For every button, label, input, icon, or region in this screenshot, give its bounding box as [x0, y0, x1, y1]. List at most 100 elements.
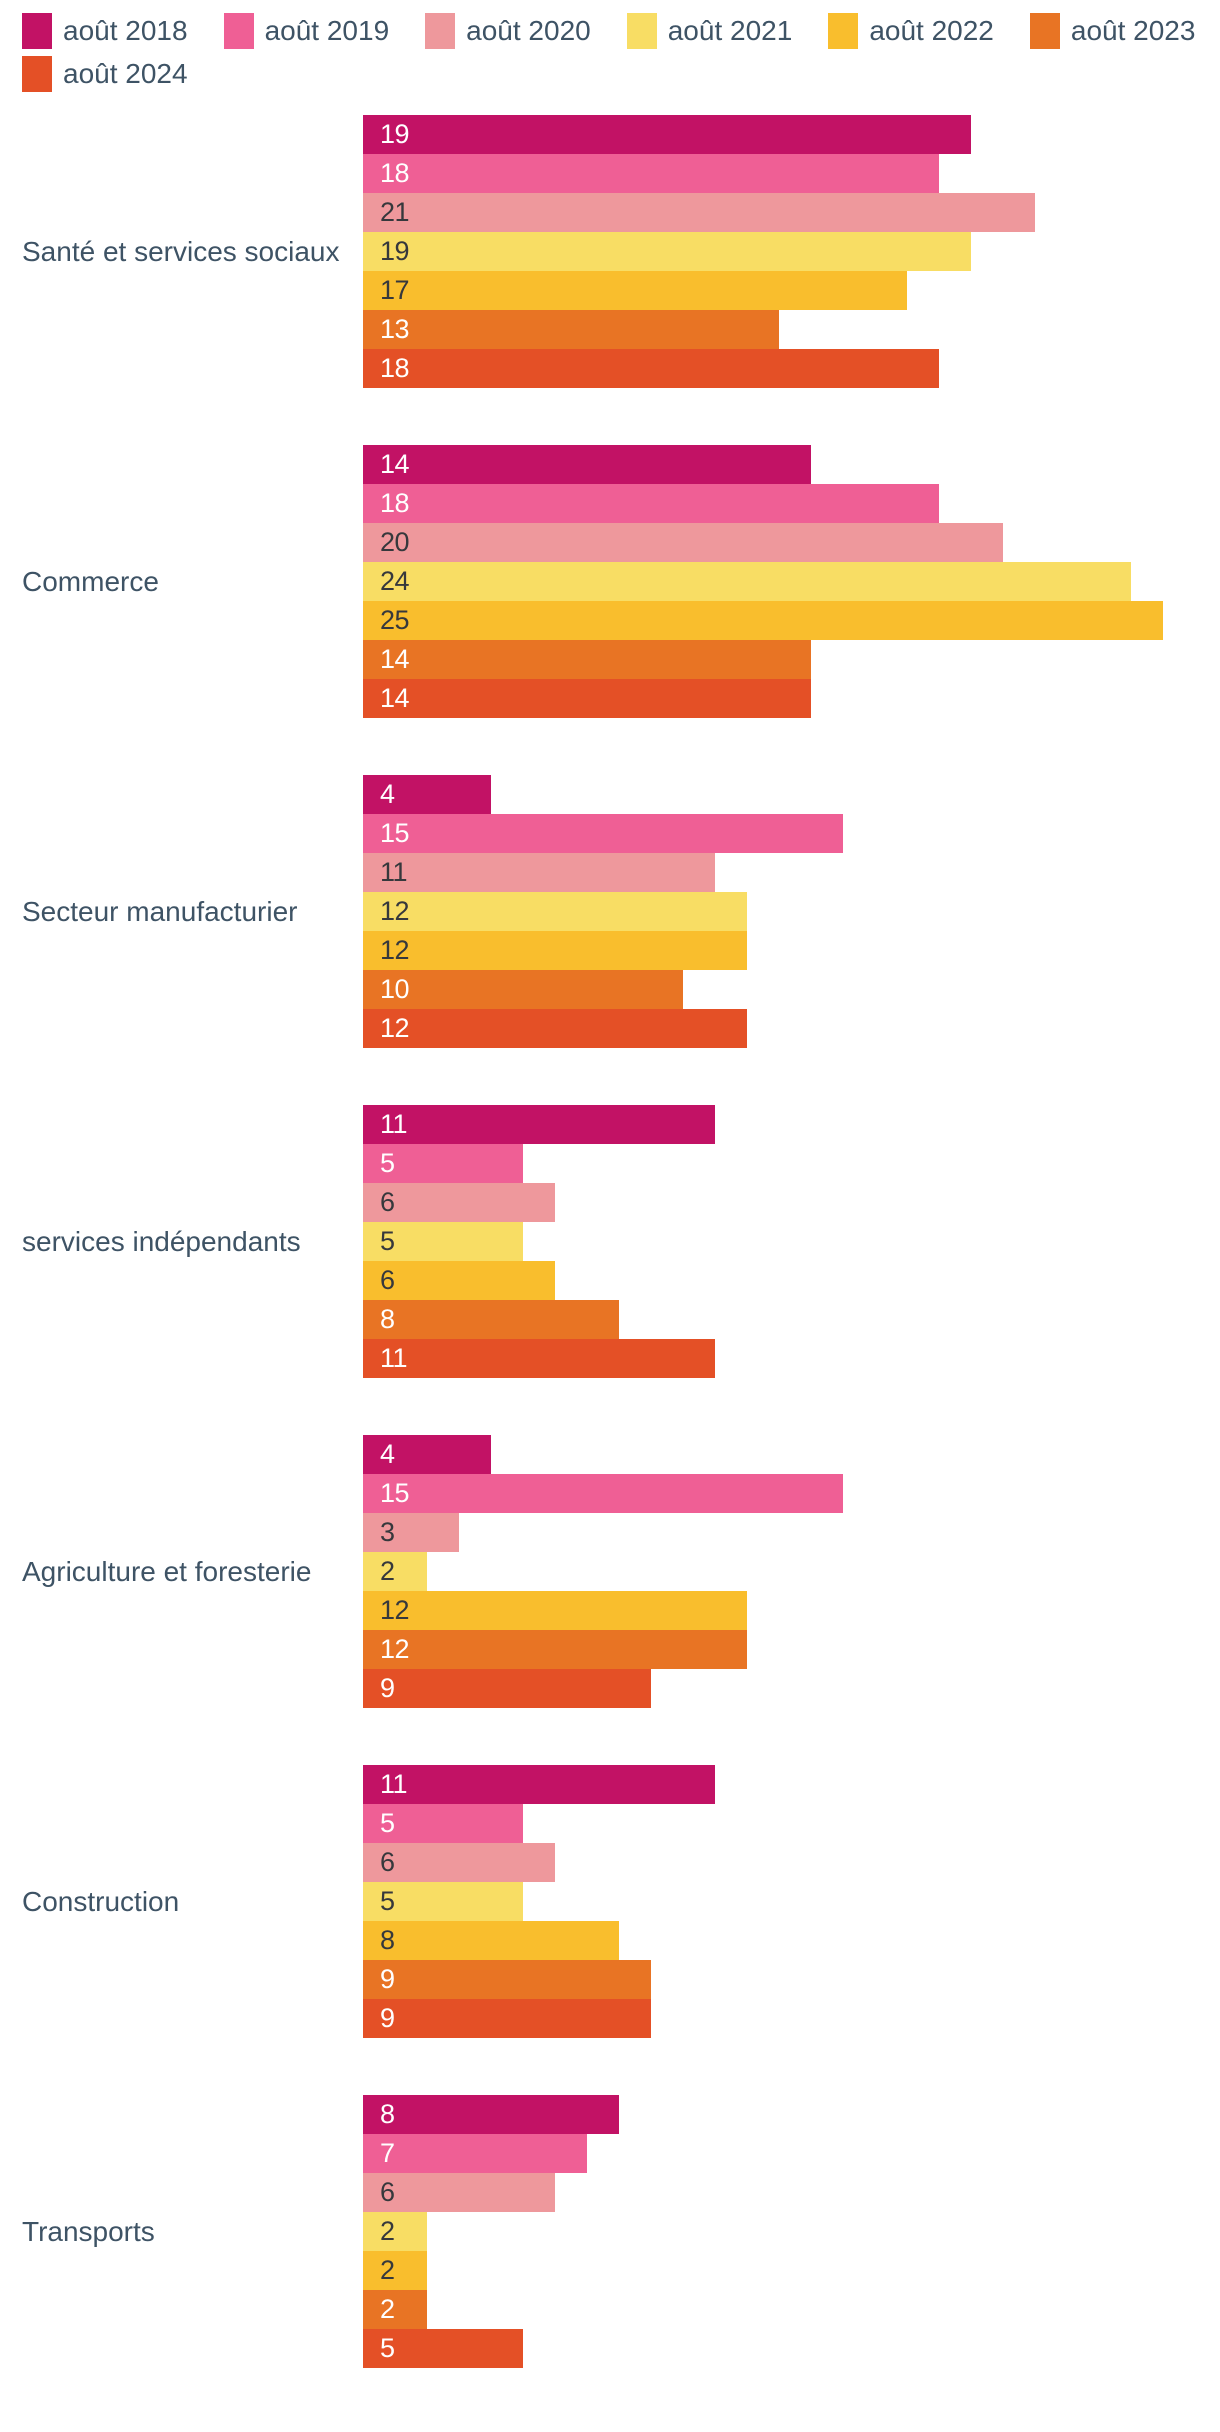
bar-value-label: 3 [380, 1517, 395, 1547]
bar: 10 [363, 970, 683, 1009]
bar: 6 [363, 1261, 555, 1300]
bar: 2 [363, 1552, 427, 1591]
bar-value-label: 12 [380, 1013, 410, 1043]
bar: 3 [363, 1513, 459, 1552]
bar: 14 [363, 640, 811, 679]
bar-value-label: 11 [380, 1343, 408, 1373]
legend-label: août 2023 [1070, 15, 1196, 46]
legend-swatch-icon [1029, 13, 1060, 49]
bar: 13 [363, 310, 779, 349]
bar-value-label: 6 [380, 2177, 395, 2207]
category-label: Agriculture et foresterie [22, 1555, 312, 1587]
bar-value-label: 11 [380, 1769, 408, 1799]
bar-value-label: 19 [380, 119, 410, 149]
legend-label: août 2020 [466, 15, 591, 46]
bar-value-label: 2 [380, 2294, 395, 2324]
category-group: Secteur manufacturier 4 15 11 12 12 10 12 [0, 775, 1220, 1048]
bar: 6 [363, 1183, 555, 1222]
bar-value-label: 20 [380, 527, 410, 557]
bar: 8 [363, 2095, 619, 2134]
bar-value-label: 5 [380, 1808, 395, 1838]
bar-value-label: 5 [380, 1226, 395, 1256]
bar-value-label: 8 [380, 1925, 395, 1955]
legend-item: août 2021 [626, 13, 792, 49]
bar-value-label: 24 [380, 566, 410, 596]
bar-value-label: 25 [380, 605, 410, 635]
bar: 9 [363, 1960, 651, 1999]
bar: 5 [363, 1222, 523, 1261]
bar: 11 [363, 1105, 715, 1144]
bar-value-label: 2 [380, 2255, 395, 2285]
legend-swatch-icon [425, 13, 456, 49]
legend-swatch-icon [22, 56, 52, 92]
bar-value-label: 12 [380, 935, 410, 965]
bar: 19 [363, 115, 971, 154]
category-group: Transports 8 7 6 2 2 2 5 [0, 2095, 1220, 2368]
bar-value-label: 2 [380, 2216, 395, 2246]
bar: 9 [363, 1999, 651, 2038]
bar: 5 [363, 2329, 523, 2368]
bar-value-label: 6 [380, 1847, 395, 1877]
bar-value-label: 11 [380, 1109, 408, 1139]
legend-item: août 2018 [22, 13, 188, 49]
bar: 14 [363, 679, 811, 718]
bar: 19 [363, 232, 971, 271]
category-group: Agriculture et foresterie 4 15 3 2 12 12 9 [0, 1435, 1220, 1708]
category-bars: 11 5 6 5 6 8 11 [363, 1105, 715, 1378]
bar: 18 [363, 154, 939, 193]
bar-value-label: 12 [380, 1595, 410, 1625]
bar-value-label: 4 [380, 1439, 395, 1469]
bar: 5 [363, 1804, 523, 1843]
bar-value-label: 18 [380, 488, 410, 518]
legend-label: août 2022 [869, 15, 994, 46]
bar-chart: Santé et services sociaux 19 18 21 19 17 13 18 C… [0, 115, 1220, 2368]
legend-item: août 2020 [425, 13, 591, 49]
category-bars: 4 15 3 2 12 12 9 [363, 1435, 843, 1708]
bar: 8 [363, 1921, 619, 1960]
bar: 6 [363, 1843, 555, 1882]
bar: 11 [363, 1765, 715, 1804]
bar: 12 [363, 892, 747, 931]
legend-item: août 2023 [1029, 13, 1196, 49]
bar: 25 [363, 601, 1163, 640]
legend-swatch-icon [223, 13, 254, 49]
bar-value-label: 14 [380, 683, 410, 713]
bar-value-label: 6 [380, 1265, 395, 1295]
category-group: services indépendants 11 5 6 5 6 8 11 [0, 1105, 1220, 1378]
bar: 6 [363, 2173, 555, 2212]
category-label: services indépendants [22, 1225, 301, 1257]
category-label: Construction [22, 1885, 180, 1917]
legend-label: août 2018 [63, 15, 188, 46]
bar-value-label: 9 [380, 1673, 395, 1703]
category-bars: 19 18 21 19 17 13 18 [363, 115, 1035, 388]
legend-item: août 2022 [828, 13, 994, 49]
bar: 5 [363, 1144, 523, 1183]
bar-value-label: 18 [380, 353, 410, 383]
bar: 9 [363, 1669, 651, 1708]
category-bars: 4 15 11 12 12 10 12 [363, 775, 843, 1048]
category-group: Commerce 14 18 20 24 25 14 14 [0, 445, 1220, 718]
bar: 5 [363, 1882, 523, 1921]
category-label: Commerce [22, 565, 159, 597]
bar-value-label: 21 [380, 197, 410, 227]
bar: 2 [363, 2251, 427, 2290]
bar: 2 [363, 2212, 427, 2251]
bar-value-label: 11 [380, 857, 408, 887]
bar-value-label: 5 [380, 2333, 395, 2363]
bar-value-label: 8 [380, 2099, 395, 2129]
bar: 12 [363, 931, 747, 970]
bar: 12 [363, 1630, 747, 1669]
legend-swatch-icon [828, 13, 859, 49]
bar-value-label: 2 [380, 1556, 395, 1586]
bar-value-label: 14 [380, 449, 410, 479]
bar: 21 [363, 193, 1035, 232]
legend-label: août 2024 [63, 58, 188, 89]
bar-value-label: 12 [380, 896, 410, 926]
bar-value-label: 18 [380, 158, 410, 188]
bar: 15 [363, 1474, 843, 1513]
chart-legend: août 2018 août 2019 août 2020 août 2021 août… [0, 0, 1220, 92]
bar-value-label: 12 [380, 1634, 410, 1664]
category-label: Transports [22, 2215, 155, 2247]
bar-value-label: 19 [380, 236, 410, 266]
bar: 24 [363, 562, 1131, 601]
